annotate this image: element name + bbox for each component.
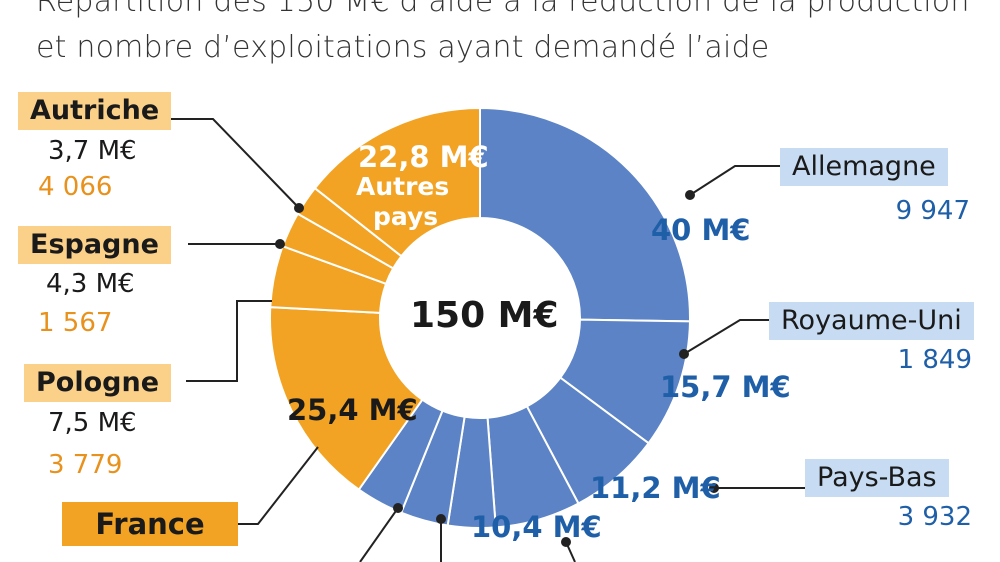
leader-dot-slice-b <box>436 514 446 524</box>
slice-allemagne <box>479 106 691 323</box>
leader-dot-pays-bas <box>709 483 719 493</box>
leader-dot-autriche <box>294 203 304 213</box>
slice-label-allemagne: 40 M€ <box>651 213 751 247</box>
country-label-espagne: Espagne <box>18 226 171 264</box>
leader-dot-slice-a <box>393 503 403 513</box>
leader-dot-slice-c <box>561 537 571 547</box>
amount-autriche: 3,7 M€ <box>48 136 137 166</box>
farms-autriche: 4 066 <box>38 172 113 202</box>
leader-dot-allemagne <box>685 190 695 200</box>
leader-royaume-uni <box>683 319 769 355</box>
slice-label-autres-word1: Autres <box>356 172 450 201</box>
slice-label-10-4: 10,4 M€ <box>471 510 602 544</box>
farms-allemagne: 9 947 <box>895 196 970 226</box>
farms-espagne: 1 567 <box>38 308 113 338</box>
country-label-pays-bas: Pays-Bas <box>805 459 949 497</box>
slice-label-autres: 22,8 M€ <box>358 140 489 174</box>
donut-slices <box>269 106 691 529</box>
slice-autres-pays <box>313 106 481 258</box>
country-label-allemagne: Allemagne <box>780 148 948 186</box>
chart-title-line-1: Répartition des 150 M€ d’aide à la réduc… <box>36 0 970 19</box>
slice-label-pays-bas: 11,2 M€ <box>590 471 721 505</box>
farms-pays-bas: 3 932 <box>897 502 972 532</box>
amount-pologne: 7,5 M€ <box>48 408 137 438</box>
center-total-label: 150 M€ <box>410 295 559 336</box>
leader-slice-a <box>359 507 399 562</box>
farms-pologne: 3 779 <box>48 450 123 480</box>
leader-dot-espagne <box>275 239 285 249</box>
leader-autriche <box>166 118 300 209</box>
leader-dot-royaume-uni <box>679 349 689 359</box>
slice-france <box>269 306 424 491</box>
slice-label-france: 25,4 M€ <box>287 393 418 427</box>
chart-title-line-2: et nombre d’exploitations ayant demandé … <box>36 30 770 65</box>
slice-label-royaume-uni: 15,7 M€ <box>660 370 791 404</box>
leader-allemagne <box>689 165 780 196</box>
amount-espagne: 4,3 M€ <box>46 269 135 299</box>
leader-lines <box>166 118 805 562</box>
country-label-pologne: Pologne <box>24 364 172 402</box>
slice-label-autres-word2: pays <box>373 202 439 231</box>
farms-royaume-uni: 1 849 <box>897 345 972 375</box>
leader-france <box>224 446 319 525</box>
country-label-autriche: Autriche <box>18 92 172 130</box>
leader-pologne <box>186 300 272 382</box>
country-label-royaume-uni: Royaume-Uni <box>769 302 974 340</box>
country-label-france: France <box>62 502 238 546</box>
